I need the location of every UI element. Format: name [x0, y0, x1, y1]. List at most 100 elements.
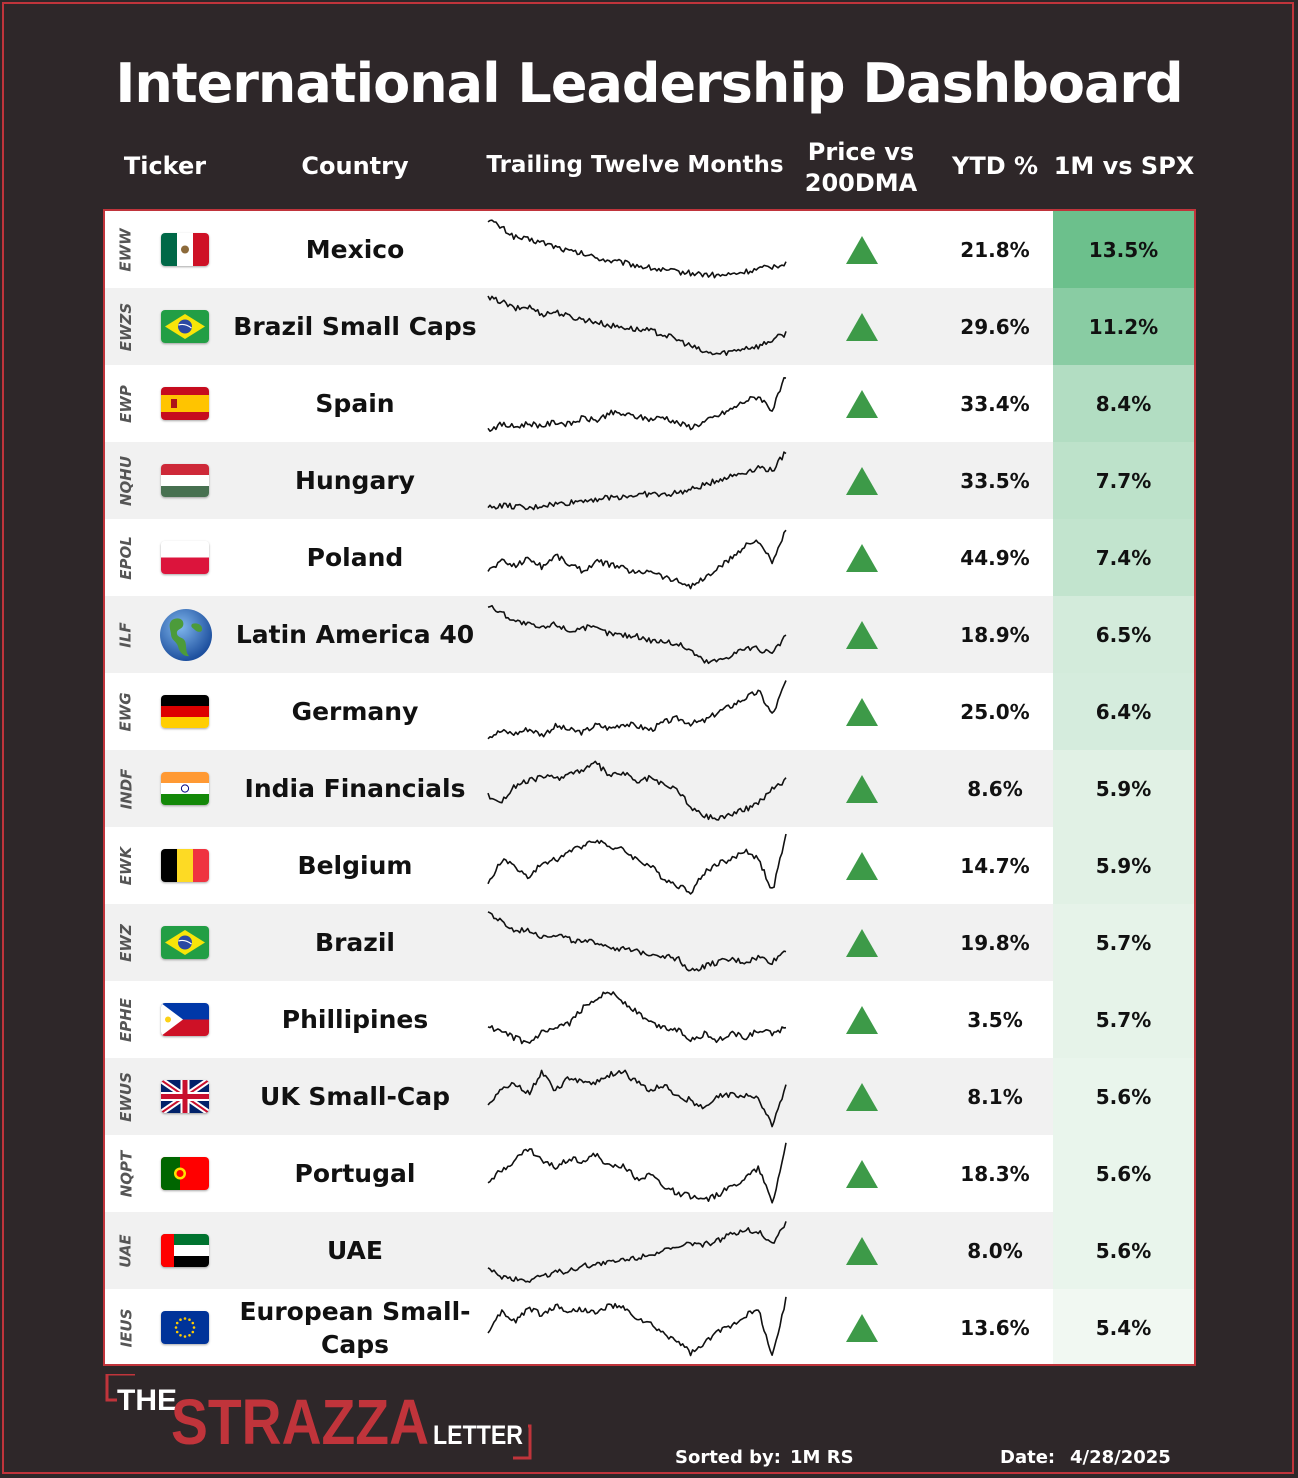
sparkline — [487, 219, 787, 279]
ticker-cell: EWG — [105, 673, 147, 750]
sparkline-path — [487, 1296, 787, 1357]
ytd-value: 19.8% — [960, 930, 1030, 955]
mexico-flag-icon — [161, 233, 209, 266]
header-ticker: Ticker — [123, 152, 207, 180]
country-label: Latin America 40 — [235, 620, 475, 649]
rs-value: 5.6% — [1053, 1135, 1194, 1212]
ticker-cell: INDF — [105, 750, 147, 827]
ytd-value: 8.1% — [967, 1084, 1023, 1109]
rs-value: 8.4% — [1053, 365, 1194, 442]
header-ytd: YTD % — [951, 152, 1039, 180]
ytd-value: 13.6% — [960, 1315, 1030, 1340]
up-triangle-icon — [846, 544, 878, 572]
brazil-flag-icon — [161, 310, 209, 343]
sparkline-path — [487, 833, 787, 895]
sparkline-path — [487, 1221, 787, 1283]
ticker-label: EWUS — [117, 1071, 135, 1122]
table-row: NQHU Hungary 33.5% 7.7% — [105, 442, 1194, 519]
globe-flag-icon — [159, 608, 213, 662]
header-price-line2: 200DMA — [804, 169, 918, 197]
up-triangle-icon — [846, 621, 878, 649]
uk-flag-icon — [161, 1080, 209, 1113]
sparkline — [487, 1221, 787, 1283]
ticker-label: EPHE — [117, 997, 136, 1042]
up-triangle-icon — [846, 1237, 878, 1265]
ticker-cell: EPOL — [105, 519, 147, 596]
country-label: Brazil — [315, 928, 395, 957]
ytd-value: 18.9% — [960, 622, 1030, 647]
ytd-value: 44.9% — [960, 545, 1030, 570]
up-triangle-icon — [846, 929, 878, 957]
country-label: European Small-Caps — [239, 1296, 471, 1359]
ticker-label: UAE — [117, 1233, 135, 1268]
up-triangle-icon — [846, 1160, 878, 1188]
country-label: UK Small-Cap — [260, 1082, 450, 1111]
hungary-flag-icon — [161, 464, 209, 497]
ticker-cell: EWW — [105, 211, 147, 288]
uae-flag-icon — [161, 1234, 209, 1267]
rs-value: 6.5% — [1053, 596, 1194, 673]
logo-the: THE — [117, 1384, 177, 1417]
sparkline — [487, 680, 787, 740]
ytd-value: 33.5% — [960, 468, 1030, 493]
ticker-cell: NQPT — [105, 1135, 147, 1212]
up-triangle-icon — [846, 852, 878, 880]
header-ttm: Trailing Twelve Months — [486, 152, 784, 178]
rs-value: 7.4% — [1053, 519, 1194, 596]
rs-value: 5.9% — [1053, 827, 1194, 904]
ticker-label: EWP — [116, 384, 135, 423]
ticker-label: INDF — [117, 768, 135, 809]
ytd-value: 21.8% — [960, 237, 1030, 262]
leadership-table: EWW Mexico 21.8% 13.5% EWZS Brazil Small Caps… — [103, 209, 1196, 1366]
ticker-label: EWG — [116, 691, 135, 732]
sorted-value: 1M RS — [790, 1447, 854, 1468]
table-row: EWW Mexico 21.8% 13.5% — [105, 211, 1194, 288]
sparkline-path — [487, 1142, 787, 1204]
table-row: INDF India Financials 8.6% 5.9% — [105, 750, 1194, 827]
up-triangle-icon — [846, 775, 878, 803]
ticker-label: ILF — [116, 621, 135, 648]
dashboard-title: International Leadership Dashboard — [115, 52, 1183, 115]
logo-letter: LETTER — [433, 1420, 523, 1450]
country-label: UAE — [327, 1236, 383, 1265]
ytd-value: 33.4% — [960, 391, 1030, 416]
logo-strazza: STRAZZA — [171, 1386, 429, 1458]
sparkline — [487, 1296, 787, 1357]
ticker-cell: ILF — [105, 596, 147, 673]
poland-flag-icon — [161, 541, 209, 574]
country-label: Portugal — [294, 1159, 416, 1188]
up-triangle-icon — [846, 313, 878, 341]
rs-value: 5.9% — [1053, 750, 1194, 827]
sparkline-path — [487, 604, 787, 665]
country-label: Brazil Small Caps — [233, 312, 477, 341]
header-1m-vs-spx: 1M vs SPX — [1053, 152, 1195, 180]
header-price-vs-200dma: Price vs 200DMA — [790, 137, 932, 199]
rs-value: 5.7% — [1053, 981, 1194, 1058]
ticker-label: EWK — [116, 846, 135, 885]
country-label: Germany — [291, 697, 419, 726]
rs-value: 5.7% — [1053, 904, 1194, 981]
brazil-flag-icon — [161, 926, 209, 959]
sparkline-path — [487, 377, 787, 433]
rs-value: 6.4% — [1053, 673, 1194, 750]
germany-flag-icon — [161, 695, 209, 728]
country-label: India Financials — [244, 774, 466, 803]
sparkline — [487, 604, 787, 665]
table-row: EWZ Brazil 19.8% 5.7% — [105, 904, 1194, 981]
sparkline — [487, 991, 787, 1045]
table-row: EWK Belgium 14.7% 5.9% — [105, 827, 1194, 904]
rs-value: 11.2% — [1053, 288, 1194, 365]
sparkline-path — [487, 760, 787, 821]
ytd-value: 3.5% — [967, 1007, 1023, 1032]
sparkline — [487, 1142, 787, 1204]
rs-value: 7.7% — [1053, 442, 1194, 519]
table-row: EPHE Phillipines 3.5% 5.7% — [105, 981, 1194, 1058]
ytd-value: 25.0% — [960, 699, 1030, 724]
ticker-cell: EWZS — [105, 288, 147, 365]
table-row: EWP Spain 33.4% 8.4% — [105, 365, 1194, 442]
date-value: 4/28/2025 — [1070, 1447, 1171, 1468]
ticker-cell: UAE — [105, 1212, 147, 1289]
table-row: EWG Germany 25.0% 6.4% — [105, 673, 1194, 750]
ticker-label: EWW — [117, 227, 135, 272]
